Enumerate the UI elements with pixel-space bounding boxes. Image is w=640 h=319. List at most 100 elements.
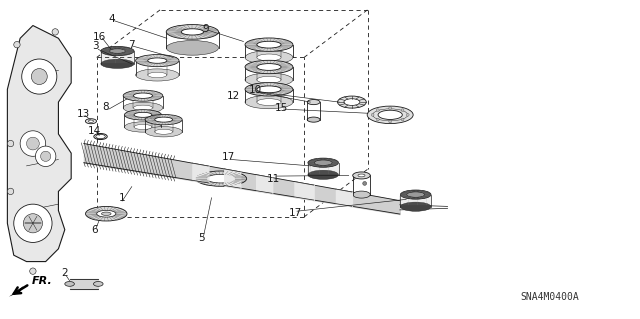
Ellipse shape <box>358 174 365 177</box>
Ellipse shape <box>353 172 371 179</box>
Ellipse shape <box>134 112 152 117</box>
Ellipse shape <box>314 160 332 165</box>
Ellipse shape <box>166 25 218 39</box>
Circle shape <box>388 120 392 123</box>
Circle shape <box>406 114 409 116</box>
Ellipse shape <box>181 29 204 35</box>
Text: FR.: FR. <box>31 276 52 286</box>
Ellipse shape <box>148 58 167 63</box>
Ellipse shape <box>257 41 281 48</box>
Ellipse shape <box>245 83 293 96</box>
Ellipse shape <box>307 100 320 105</box>
Ellipse shape <box>307 117 320 122</box>
Ellipse shape <box>344 99 360 105</box>
Ellipse shape <box>145 127 182 137</box>
Text: 6: 6 <box>91 225 97 235</box>
Ellipse shape <box>88 120 93 122</box>
Ellipse shape <box>65 281 74 286</box>
Ellipse shape <box>257 63 281 70</box>
Circle shape <box>20 131 45 156</box>
Ellipse shape <box>102 212 111 215</box>
Ellipse shape <box>109 49 125 53</box>
Circle shape <box>401 118 404 121</box>
Ellipse shape <box>97 211 116 217</box>
Circle shape <box>371 114 374 116</box>
Ellipse shape <box>308 170 339 179</box>
Text: 13: 13 <box>77 109 90 119</box>
Ellipse shape <box>401 190 431 199</box>
Ellipse shape <box>207 174 236 183</box>
Polygon shape <box>9 286 23 297</box>
Ellipse shape <box>124 122 161 132</box>
Ellipse shape <box>401 202 431 211</box>
Ellipse shape <box>245 51 293 64</box>
Circle shape <box>29 268 36 274</box>
Circle shape <box>40 151 51 161</box>
Circle shape <box>14 41 20 48</box>
Text: 3: 3 <box>92 41 99 51</box>
Ellipse shape <box>196 171 246 186</box>
Text: 5: 5 <box>198 233 205 243</box>
Ellipse shape <box>155 129 173 134</box>
Ellipse shape <box>123 90 163 101</box>
Circle shape <box>26 137 39 150</box>
Ellipse shape <box>337 96 366 108</box>
Text: 8: 8 <box>102 102 109 112</box>
Circle shape <box>376 109 379 112</box>
Text: SNA4M0400A: SNA4M0400A <box>520 292 579 302</box>
Ellipse shape <box>123 102 163 113</box>
Circle shape <box>52 29 58 35</box>
Text: 9: 9 <box>202 24 209 34</box>
Circle shape <box>376 118 379 121</box>
Text: 17: 17 <box>289 208 301 218</box>
Text: 16: 16 <box>93 32 106 42</box>
Ellipse shape <box>85 119 97 124</box>
Circle shape <box>14 204 52 242</box>
Ellipse shape <box>136 69 179 81</box>
Text: 4: 4 <box>109 14 115 24</box>
Ellipse shape <box>124 110 161 120</box>
Circle shape <box>8 188 14 195</box>
Circle shape <box>363 182 367 185</box>
Circle shape <box>8 140 14 147</box>
Ellipse shape <box>133 105 152 110</box>
Ellipse shape <box>136 55 179 67</box>
Text: 10: 10 <box>248 85 262 95</box>
Ellipse shape <box>86 206 127 221</box>
Ellipse shape <box>133 93 152 98</box>
Ellipse shape <box>367 106 413 123</box>
Ellipse shape <box>245 38 293 51</box>
Circle shape <box>35 146 56 167</box>
Circle shape <box>22 59 57 94</box>
Ellipse shape <box>101 59 134 69</box>
Ellipse shape <box>101 46 134 56</box>
Polygon shape <box>8 26 71 262</box>
Ellipse shape <box>308 158 339 167</box>
Ellipse shape <box>93 281 103 286</box>
Ellipse shape <box>257 99 281 106</box>
Circle shape <box>31 69 47 85</box>
Text: 11: 11 <box>267 174 280 184</box>
Text: 17: 17 <box>222 152 236 162</box>
Ellipse shape <box>353 191 371 198</box>
Text: 15: 15 <box>275 103 288 113</box>
Circle shape <box>401 109 404 112</box>
Circle shape <box>23 214 42 233</box>
Circle shape <box>388 107 392 110</box>
Ellipse shape <box>245 60 293 74</box>
Ellipse shape <box>257 76 281 83</box>
Ellipse shape <box>145 115 182 125</box>
Ellipse shape <box>245 73 293 86</box>
Ellipse shape <box>407 192 424 197</box>
Text: 12: 12 <box>227 91 241 101</box>
Ellipse shape <box>257 86 281 93</box>
Ellipse shape <box>155 117 173 122</box>
Ellipse shape <box>257 54 281 61</box>
Ellipse shape <box>245 95 293 109</box>
Text: 7: 7 <box>128 40 134 50</box>
Ellipse shape <box>134 124 152 130</box>
Text: 14: 14 <box>88 126 100 136</box>
Text: 1: 1 <box>119 193 125 203</box>
Ellipse shape <box>378 110 403 119</box>
Ellipse shape <box>166 41 218 55</box>
